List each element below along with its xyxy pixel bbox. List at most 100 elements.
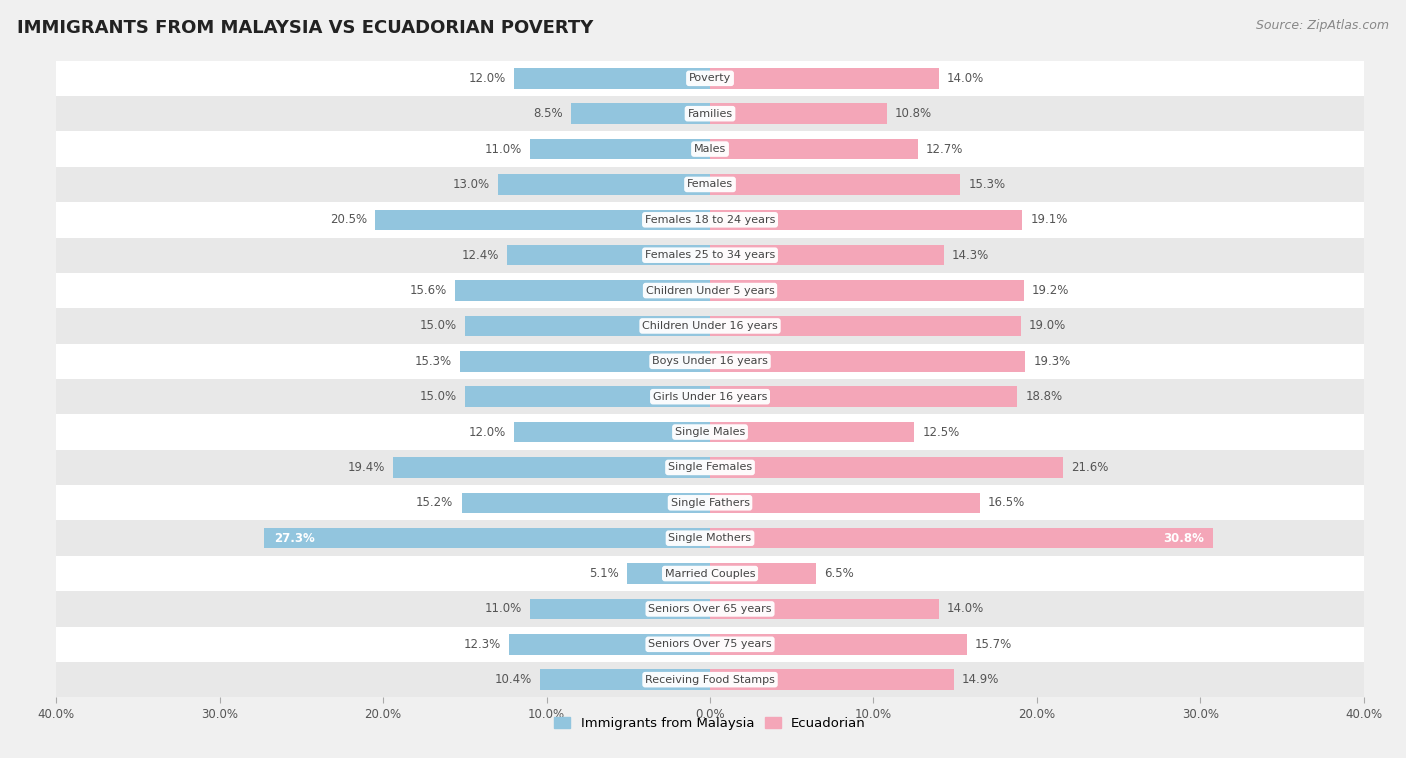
Text: Single Females: Single Females xyxy=(668,462,752,472)
Text: 14.0%: 14.0% xyxy=(948,603,984,615)
Bar xyxy=(56,202,1364,237)
Text: Seniors Over 75 years: Seniors Over 75 years xyxy=(648,639,772,650)
Bar xyxy=(710,669,953,690)
Text: 10.4%: 10.4% xyxy=(495,673,531,686)
Text: 15.7%: 15.7% xyxy=(974,637,1012,651)
Text: 10.8%: 10.8% xyxy=(894,107,932,121)
Text: 15.3%: 15.3% xyxy=(415,355,451,368)
Text: 16.5%: 16.5% xyxy=(988,496,1025,509)
Bar xyxy=(375,209,710,230)
Bar xyxy=(627,563,710,584)
Text: 19.2%: 19.2% xyxy=(1032,284,1070,297)
Text: 12.3%: 12.3% xyxy=(464,637,501,651)
Bar xyxy=(56,485,1364,521)
Bar xyxy=(456,280,710,301)
Text: Females: Females xyxy=(688,180,733,190)
Bar xyxy=(56,627,1364,662)
Bar xyxy=(465,387,710,407)
Text: Poverty: Poverty xyxy=(689,74,731,83)
Bar xyxy=(540,669,710,690)
Text: 12.0%: 12.0% xyxy=(468,425,506,439)
Text: 15.2%: 15.2% xyxy=(416,496,453,509)
Bar xyxy=(515,68,710,89)
Text: 11.0%: 11.0% xyxy=(485,143,522,155)
Text: 19.4%: 19.4% xyxy=(347,461,385,474)
Text: Children Under 16 years: Children Under 16 years xyxy=(643,321,778,331)
Text: Single Fathers: Single Fathers xyxy=(671,498,749,508)
Text: Receiving Food Stamps: Receiving Food Stamps xyxy=(645,675,775,684)
Text: Married Couples: Married Couples xyxy=(665,568,755,578)
Text: 20.5%: 20.5% xyxy=(329,213,367,227)
Bar xyxy=(56,415,1364,449)
Text: 21.6%: 21.6% xyxy=(1071,461,1108,474)
Bar xyxy=(710,634,967,655)
Text: 13.0%: 13.0% xyxy=(453,178,489,191)
Bar xyxy=(56,591,1364,627)
Bar xyxy=(56,662,1364,697)
Bar xyxy=(56,61,1364,96)
Bar xyxy=(56,379,1364,415)
Bar xyxy=(498,174,710,195)
Bar xyxy=(509,634,710,655)
Bar xyxy=(56,237,1364,273)
Bar xyxy=(392,457,710,478)
Text: Females 25 to 34 years: Females 25 to 34 years xyxy=(645,250,775,260)
Text: 18.8%: 18.8% xyxy=(1025,390,1063,403)
Bar xyxy=(530,599,710,619)
Bar xyxy=(710,421,914,443)
Text: Families: Families xyxy=(688,108,733,119)
Text: 15.0%: 15.0% xyxy=(419,319,457,333)
Text: 8.5%: 8.5% xyxy=(533,107,562,121)
Text: Females 18 to 24 years: Females 18 to 24 years xyxy=(645,215,775,225)
Bar xyxy=(710,68,939,89)
Text: Single Males: Single Males xyxy=(675,427,745,437)
Bar xyxy=(530,139,710,159)
Bar xyxy=(710,139,918,159)
Text: Source: ZipAtlas.com: Source: ZipAtlas.com xyxy=(1256,19,1389,32)
Text: 6.5%: 6.5% xyxy=(824,567,855,580)
Bar xyxy=(710,387,1018,407)
Bar xyxy=(56,273,1364,309)
Text: 19.0%: 19.0% xyxy=(1029,319,1066,333)
Text: 11.0%: 11.0% xyxy=(485,603,522,615)
Bar xyxy=(710,103,887,124)
Bar xyxy=(56,521,1364,556)
Bar xyxy=(461,493,710,513)
Bar xyxy=(710,315,1021,337)
Text: Children Under 5 years: Children Under 5 years xyxy=(645,286,775,296)
Bar xyxy=(56,131,1364,167)
Text: 12.4%: 12.4% xyxy=(461,249,499,262)
Bar xyxy=(710,457,1063,478)
Text: 19.3%: 19.3% xyxy=(1033,355,1071,368)
Text: IMMIGRANTS FROM MALAYSIA VS ECUADORIAN POVERTY: IMMIGRANTS FROM MALAYSIA VS ECUADORIAN P… xyxy=(17,19,593,37)
Bar xyxy=(710,245,943,265)
Bar xyxy=(710,174,960,195)
Text: Boys Under 16 years: Boys Under 16 years xyxy=(652,356,768,366)
Text: 12.7%: 12.7% xyxy=(925,143,963,155)
Text: 14.9%: 14.9% xyxy=(962,673,1000,686)
Text: Seniors Over 65 years: Seniors Over 65 years xyxy=(648,604,772,614)
Bar xyxy=(465,315,710,337)
Bar xyxy=(710,599,939,619)
Bar xyxy=(508,245,710,265)
Bar xyxy=(710,209,1022,230)
Bar xyxy=(710,493,980,513)
Bar xyxy=(56,309,1364,343)
Text: 19.1%: 19.1% xyxy=(1031,213,1067,227)
Text: Single Mothers: Single Mothers xyxy=(668,533,752,543)
Bar xyxy=(710,280,1024,301)
Text: 15.3%: 15.3% xyxy=(969,178,1005,191)
Bar xyxy=(710,351,1025,371)
Text: 27.3%: 27.3% xyxy=(274,531,315,545)
Text: 14.0%: 14.0% xyxy=(948,72,984,85)
Text: 5.1%: 5.1% xyxy=(589,567,619,580)
Text: Males: Males xyxy=(695,144,725,154)
Bar xyxy=(56,449,1364,485)
Bar xyxy=(56,343,1364,379)
Bar xyxy=(460,351,710,371)
Text: 30.8%: 30.8% xyxy=(1163,531,1204,545)
Text: 15.6%: 15.6% xyxy=(409,284,447,297)
Bar xyxy=(56,556,1364,591)
Legend: Immigrants from Malaysia, Ecuadorian: Immigrants from Malaysia, Ecuadorian xyxy=(548,712,872,735)
Text: 12.5%: 12.5% xyxy=(922,425,960,439)
